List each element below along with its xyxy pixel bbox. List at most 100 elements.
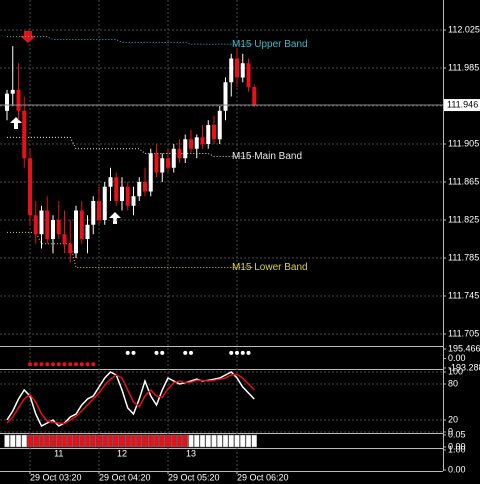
current-price-box <box>444 99 480 112</box>
candle-body <box>177 148 182 159</box>
signal-dot <box>160 350 165 355</box>
buy-arrow <box>109 212 121 224</box>
histogram-bar <box>245 434 252 448</box>
y-tick-label: 111.905 <box>448 138 479 148</box>
signal-dot <box>51 362 55 367</box>
candle-body <box>68 243 73 254</box>
signal-dot <box>74 362 78 367</box>
bar-number: 11 <box>54 448 63 458</box>
candle-body <box>51 219 55 239</box>
signal-dot <box>189 350 193 355</box>
candle-body <box>45 210 50 239</box>
candle-body <box>102 186 107 220</box>
x-tick-label: 29 Oct 04:20 <box>99 472 151 482</box>
candle-body <box>62 234 67 244</box>
x-tick-label: 29 Oct 03:20 <box>30 472 82 482</box>
candle-body <box>148 153 153 192</box>
candle-body <box>240 63 245 78</box>
y-tick-label: 1.00 <box>448 444 466 454</box>
candle-body <box>212 125 216 140</box>
band-line <box>7 36 255 45</box>
histogram-bar <box>79 434 85 448</box>
signal-dot <box>229 350 234 355</box>
histogram-bar <box>84 434 91 448</box>
signal-dot <box>62 362 67 367</box>
histogram-bar <box>171 434 177 448</box>
candle-body <box>5 93 9 111</box>
histogram-bar <box>27 434 33 448</box>
y-tick-label: 0.00 <box>448 353 466 363</box>
y-tick-label: 0.00 <box>448 464 466 474</box>
histogram-bar <box>56 434 62 448</box>
histogram-bar <box>199 434 206 448</box>
candle-body <box>85 224 90 239</box>
histogram-bar <box>73 434 79 448</box>
candle-body <box>22 110 27 159</box>
band-label: M15 Upper Band <box>232 39 308 50</box>
candle-body <box>160 158 165 173</box>
y-tick-label: 112.025 <box>448 24 480 34</box>
histogram-bar <box>50 434 56 448</box>
x-tick-label: 29 Oct 05:20 <box>168 472 220 482</box>
histogram-bar <box>194 434 200 448</box>
signal-dot <box>91 362 96 367</box>
candle-body <box>28 158 32 216</box>
candle-body <box>235 58 239 78</box>
bar-number: 12 <box>117 448 127 458</box>
candle-body <box>74 210 78 254</box>
histogram-bar <box>33 434 39 448</box>
histogram-bar <box>10 434 16 448</box>
histogram-bar <box>222 434 229 448</box>
histogram-bar <box>188 434 194 448</box>
signal-dot <box>125 350 130 355</box>
histogram-bar <box>67 434 73 448</box>
candle-body <box>171 148 176 168</box>
histogram-bar <box>211 434 217 448</box>
histogram-bar <box>21 434 27 448</box>
candle-body <box>246 63 251 88</box>
candle-body <box>194 137 199 149</box>
x-tick-label: 29 Oct 06:20 <box>237 472 289 482</box>
histogram-bar <box>159 434 165 448</box>
histogram-bar <box>165 434 171 448</box>
signal-dot <box>246 350 251 355</box>
signal-dot <box>131 350 136 355</box>
y-tick-label: 111.865 <box>448 176 479 186</box>
candle-body <box>206 125 211 145</box>
candle-body <box>79 210 84 239</box>
candle-body <box>143 181 147 192</box>
signal-dot <box>39 362 44 367</box>
signal-dot <box>183 350 188 355</box>
current-price-label: 111.946 <box>447 99 478 109</box>
histogram-bar <box>102 434 108 448</box>
histogram-bar <box>228 434 234 448</box>
histogram-bar <box>136 434 142 448</box>
histogram-bar <box>96 434 102 448</box>
signal-dot <box>56 362 61 367</box>
signal-dot <box>79 362 84 367</box>
signal-dot <box>235 350 239 355</box>
candle-body <box>97 200 101 220</box>
candle-body <box>91 200 96 225</box>
candle-body <box>114 177 119 201</box>
y-tick-label: 0 <box>448 426 453 436</box>
y-tick-label: 0.05 <box>448 429 466 439</box>
y-tick-label: 111.785 <box>448 252 479 262</box>
candle-body <box>108 177 113 187</box>
histogram-bar <box>153 434 160 448</box>
y-tick-label: 100 <box>448 366 463 376</box>
band-line <box>7 231 255 268</box>
y-tick-label: 111.745 <box>448 290 479 300</box>
histogram-bar <box>90 434 96 448</box>
candle-body <box>10 89 15 94</box>
y-tick-label: 20 <box>448 414 458 424</box>
candle-body <box>131 196 136 206</box>
candle-body <box>39 210 44 235</box>
candle-body <box>166 158 170 168</box>
band-label: M15 Main Band <box>232 151 302 162</box>
signal-dot <box>68 362 73 367</box>
candle-body <box>229 58 234 83</box>
signal-dot <box>45 362 50 367</box>
histogram-bar <box>205 434 211 448</box>
